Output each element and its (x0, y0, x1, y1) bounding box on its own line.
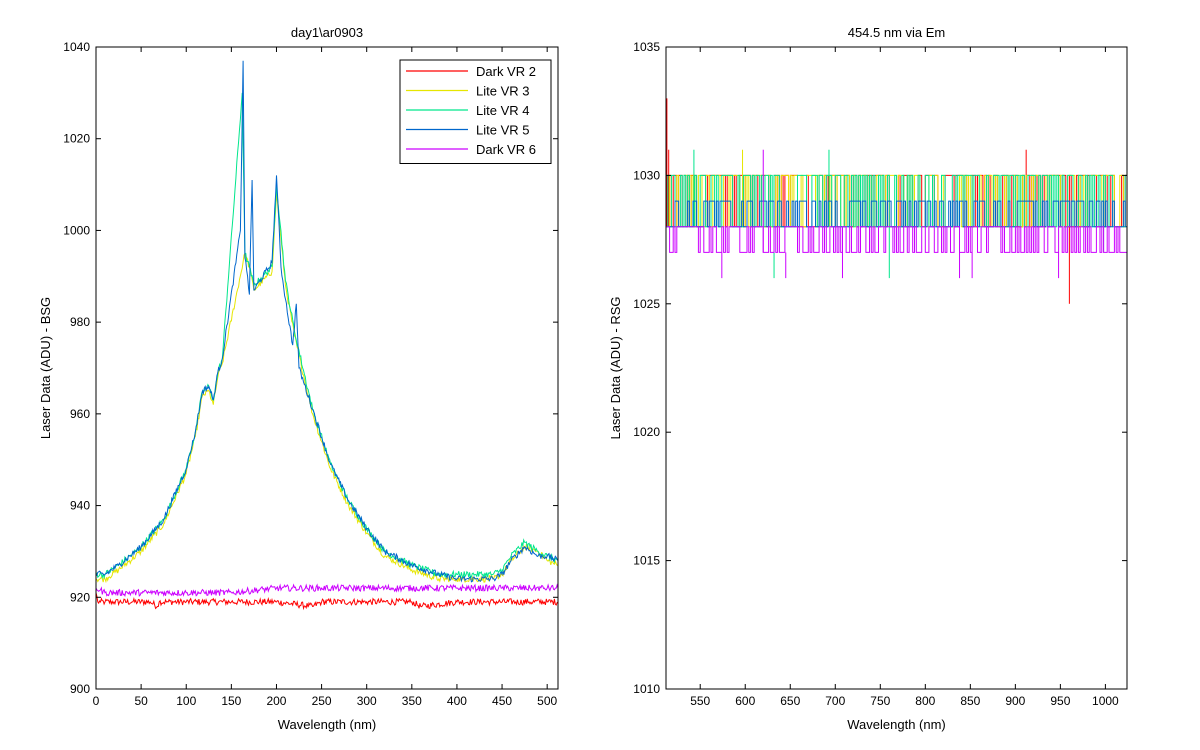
y-tick-label: 1000 (63, 223, 90, 237)
y-tick-label: 1040 (63, 40, 90, 54)
y-tick-label: 900 (70, 682, 90, 696)
plot-area-right (666, 47, 1127, 689)
chart-title-right: 454.5 nm via Em (848, 25, 946, 40)
y-tick-label: 920 (70, 590, 90, 604)
legend-box (399, 59, 552, 164)
series-line-4 (95, 60, 559, 583)
ticks-right: 550 600 650 700 750 800 850 900 950 1000 1010 1015 1… (633, 40, 1127, 708)
x-tick-label: 650 (780, 694, 800, 708)
series-band-5 (666, 226, 1128, 253)
series-layer-right (666, 98, 1128, 304)
y-tick-label: 940 (70, 499, 90, 513)
x-tick-label: 700 (825, 694, 845, 708)
x-tick-label: 1000 (1092, 694, 1119, 708)
y-tick-label: 1020 (633, 425, 660, 439)
x-tick-label: 750 (870, 694, 890, 708)
series-layer-left (95, 60, 559, 611)
y-axis-label-right: Laser Data (ADU) - RSG (608, 296, 623, 439)
x-axis-label-right: Wavelength (nm) (847, 717, 946, 732)
y-tick-label: 1015 (633, 554, 660, 568)
x-tick-label: 600 (735, 694, 755, 708)
series-line-1 (95, 592, 559, 611)
legend-label: Lite VR 3 (476, 84, 529, 99)
y-tick-label: 1020 (63, 132, 90, 146)
x-tick-label: 100 (176, 694, 196, 708)
x-tick-label: 300 (357, 694, 377, 708)
x-tick-label: 450 (492, 694, 512, 708)
x-tick-label: 250 (312, 694, 332, 708)
legend-label: Lite VR 4 (476, 103, 529, 118)
x-tick-label: 50 (134, 694, 148, 708)
x-tick-label: 850 (960, 694, 980, 708)
legend-label: Lite VR 5 (476, 123, 529, 138)
axes-frame-left (95, 46, 559, 690)
x-tick-label: 350 (402, 694, 422, 708)
x-tick-label: 200 (266, 694, 286, 708)
legend: Dark VR 2 Lite VR 3 Lite VR 4 Lite VR 5 Dark… (399, 59, 552, 164)
series-line-2 (95, 193, 558, 584)
legend-label: Dark VR 6 (476, 142, 536, 157)
x-tick-label: 900 (1005, 694, 1025, 708)
x-tick-label: 150 (221, 694, 241, 708)
x-tick-label: 0 (93, 694, 100, 708)
x-tick-label: 950 (1050, 694, 1070, 708)
y-tick-label: 1025 (633, 297, 660, 311)
x-tick-label: 550 (690, 694, 710, 708)
y-tick-label: 980 (70, 315, 90, 329)
x-tick-label: 800 (915, 694, 935, 708)
chart-title-left: day1\ar0903 (291, 25, 363, 40)
y-tick-label: 960 (70, 407, 90, 421)
y-tick-label: 1035 (633, 40, 660, 54)
ticks-left: 0 50 100 150 200 250 300 350 400 450 500 900 920 940 9… (63, 40, 558, 708)
legend-label: Dark VR 2 (476, 64, 536, 79)
x-axis-label-left: Wavelength (nm) (278, 717, 377, 732)
y-axis-label-left: Laser Data (ADU) - BSG (38, 297, 53, 439)
series-line-5 (95, 583, 559, 598)
chart-panel-right: 550 600 650 700 750 800 850 900 950 1000 1010 1015 1… (608, 25, 1128, 732)
axes-frame-right (665, 46, 1128, 690)
y-tick-label: 1030 (633, 168, 660, 182)
x-tick-label: 400 (447, 694, 467, 708)
y-tick-label: 1010 (633, 682, 660, 696)
x-tick-label: 500 (537, 694, 557, 708)
chart-panel-left: 0 50 100 150 200 250 300 350 400 450 500 900 920 940 9… (38, 25, 559, 732)
